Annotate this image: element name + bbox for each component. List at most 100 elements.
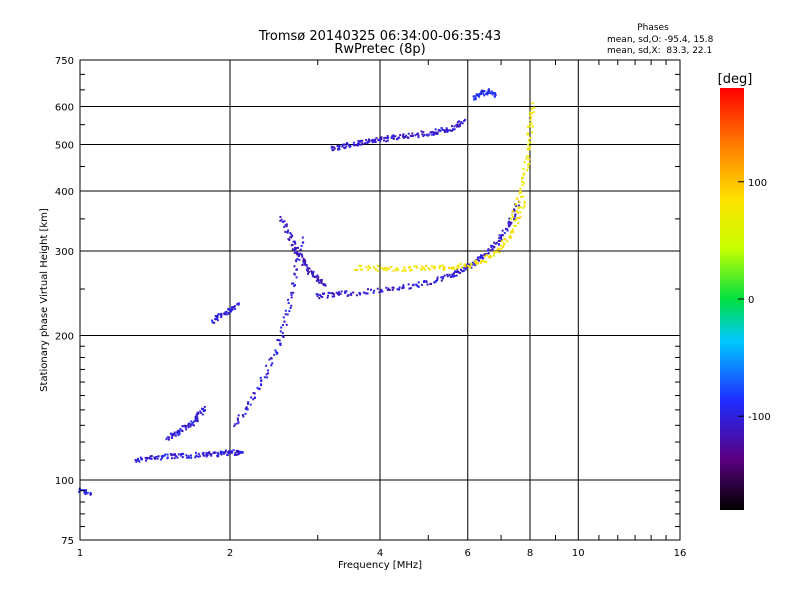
data-point	[470, 262, 473, 265]
data-point	[298, 258, 301, 261]
data-point	[365, 266, 368, 269]
data-point	[456, 123, 459, 126]
data-point	[304, 262, 307, 265]
data-point	[341, 145, 344, 148]
data-point	[499, 239, 502, 242]
data-point	[493, 241, 496, 244]
data-point	[413, 265, 416, 268]
data-point	[236, 417, 239, 420]
data-point	[233, 454, 236, 457]
data-point	[479, 255, 482, 258]
data-point	[465, 266, 468, 269]
data-point	[529, 141, 532, 144]
data-point	[317, 279, 320, 282]
data-point	[514, 213, 517, 216]
data-point	[395, 269, 398, 272]
data-point	[302, 241, 305, 244]
data-point	[474, 261, 477, 264]
data-point	[338, 144, 341, 147]
data-point	[178, 430, 181, 433]
data-point	[388, 289, 391, 292]
data-point	[208, 451, 211, 454]
data-point	[303, 263, 306, 266]
data-point	[316, 277, 319, 280]
data-point	[377, 264, 380, 267]
data-point	[306, 266, 309, 269]
data-point	[200, 411, 203, 414]
plot-frame	[79, 59, 681, 541]
data-point	[481, 260, 484, 263]
data-point	[526, 155, 529, 158]
data-point	[344, 147, 347, 150]
data-point	[292, 291, 295, 294]
data-point	[521, 177, 524, 180]
data-point	[200, 407, 203, 410]
data-point	[331, 295, 334, 298]
data-point	[475, 259, 478, 262]
data-point	[443, 268, 446, 271]
data-point	[182, 425, 185, 428]
data-point	[288, 310, 291, 313]
data-point	[374, 268, 377, 271]
data-point	[166, 456, 169, 459]
data-point	[496, 248, 499, 251]
x-tick-label: 10	[572, 548, 585, 559]
data-point	[473, 260, 476, 263]
data-point	[447, 129, 450, 132]
data-point	[507, 220, 510, 223]
data-point	[312, 275, 315, 278]
data-point	[464, 265, 467, 268]
y-axis-ticks: 75 100 200 300 400 500 600 750	[55, 56, 680, 547]
x-tick-label: 4	[377, 548, 383, 559]
data-point	[237, 302, 240, 305]
data-point	[296, 257, 299, 260]
colorbar-ticks: 100 0 -100	[738, 178, 771, 423]
data-point	[342, 146, 345, 149]
data-point	[384, 266, 387, 269]
data-point	[486, 93, 489, 96]
data-point	[150, 457, 153, 460]
data-point	[220, 316, 223, 319]
data-point	[409, 134, 412, 137]
data-point	[217, 313, 220, 316]
data-point	[286, 231, 289, 234]
data-point	[386, 288, 389, 291]
data-point	[216, 314, 219, 317]
data-point	[484, 252, 487, 255]
data-point	[240, 451, 243, 454]
data-point	[344, 290, 347, 293]
data-point	[402, 284, 405, 287]
data-point	[420, 130, 423, 133]
data-point	[515, 218, 518, 221]
data-point	[504, 238, 507, 241]
data-point	[293, 265, 296, 268]
data-point	[171, 457, 174, 460]
data-point	[498, 243, 501, 246]
data-point	[227, 312, 230, 315]
data-point	[411, 284, 414, 287]
data-point	[330, 145, 333, 148]
data-point	[473, 262, 476, 265]
data-point	[422, 267, 425, 270]
data-point	[520, 191, 523, 194]
data-point	[521, 184, 524, 187]
data-point	[293, 284, 296, 287]
data-point	[315, 279, 318, 282]
data-point	[135, 459, 138, 462]
data-point	[202, 451, 205, 454]
data-point	[216, 451, 219, 454]
data-point	[529, 114, 532, 117]
data-point	[481, 254, 484, 257]
data-point	[178, 432, 181, 435]
data-point	[514, 224, 517, 227]
data-point	[380, 288, 383, 291]
data-point	[332, 146, 335, 149]
data-point	[367, 268, 370, 271]
data-point	[293, 246, 296, 249]
data-point	[510, 236, 513, 239]
data-point	[157, 455, 160, 458]
data-point	[196, 417, 199, 420]
data-point	[448, 273, 451, 276]
data-point	[196, 416, 199, 419]
data-point	[202, 408, 205, 411]
